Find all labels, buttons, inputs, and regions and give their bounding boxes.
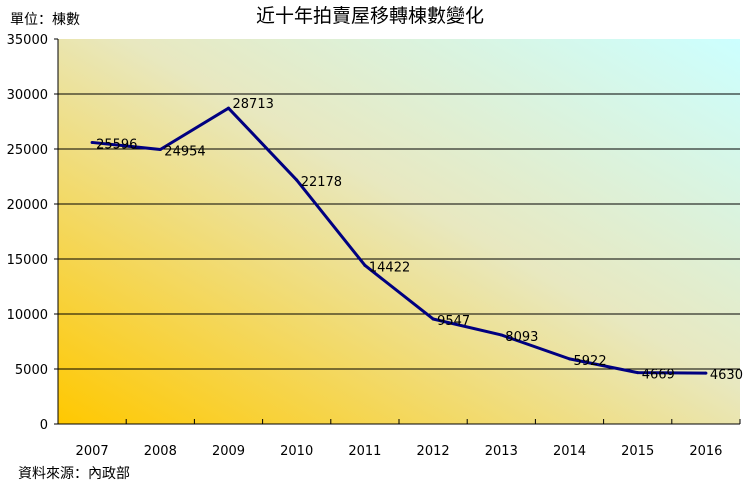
data-label: 4669 — [642, 368, 675, 383]
data-point — [431, 317, 435, 321]
x-tick-label: 2008 — [144, 444, 177, 459]
x-tick-label: 2011 — [348, 444, 381, 459]
y-tick-label: 30000 — [7, 88, 48, 103]
plot-area — [58, 39, 740, 424]
data-label: 22178 — [301, 175, 342, 190]
unit-label: 單位：棟數 — [10, 12, 80, 28]
data-label: 9547 — [437, 314, 470, 329]
y-tick-label: 5000 — [15, 363, 48, 378]
x-tick-label: 2009 — [212, 444, 245, 459]
data-point — [158, 148, 162, 152]
x-tick-label: 2016 — [689, 444, 722, 459]
data-label: 24954 — [164, 145, 205, 160]
data-point — [499, 333, 503, 337]
data-point — [227, 106, 230, 110]
data-label: 25596 — [96, 137, 137, 152]
data-point — [295, 178, 299, 182]
source-label: 資料來源：內政部 — [18, 466, 130, 482]
y-tick-label: 20000 — [7, 198, 48, 213]
data-point — [90, 140, 94, 144]
x-tick-label: 2013 — [485, 444, 518, 459]
data-point — [704, 371, 708, 375]
data-label: 14422 — [369, 260, 410, 275]
data-label: 4630 — [710, 368, 743, 383]
data-label: 28713 — [233, 97, 274, 112]
data-point — [568, 357, 571, 361]
data-label: 5922 — [574, 354, 607, 369]
x-tick-label: 2010 — [280, 444, 313, 459]
y-tick-label: 35000 — [7, 33, 48, 48]
x-tick-label: 2014 — [553, 444, 586, 459]
data-line — [91, 106, 706, 375]
chart-title: 近十年拍賣屋移轉棟數變化 — [256, 5, 484, 27]
data-point — [636, 371, 640, 375]
data-label: 8093 — [505, 330, 538, 345]
data-point — [363, 263, 367, 267]
y-tick-label: 0 — [40, 418, 48, 433]
y-tick-label: 15000 — [7, 253, 48, 268]
x-tick-label: 2007 — [76, 444, 109, 459]
x-tick-label: 2012 — [417, 444, 450, 459]
x-tick-label: 2015 — [621, 444, 654, 459]
y-tick-label: 25000 — [7, 143, 48, 158]
y-tick-label: 10000 — [7, 308, 48, 323]
